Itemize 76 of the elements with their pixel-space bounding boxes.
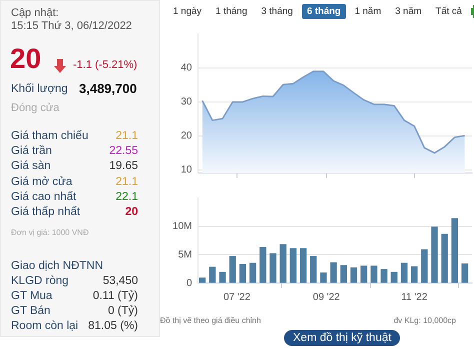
text: 22.55 [109,145,138,158]
text: Giá sàn [11,160,51,174]
text: 3 tháng [260,5,294,19]
text: -1.1 (-5.21%) [73,59,138,72]
text: 19.65 [109,160,138,174]
text: 20 [125,206,138,220]
bar [330,262,337,283]
text: Giá cao nhất [11,191,76,204]
bar [320,272,327,283]
text: Giá trần [11,145,52,158]
y-tick-label: 40 [180,62,192,74]
bar [380,269,388,283]
text: 0.11 (Tỷ) [92,290,138,304]
text: 3,489,700 [79,81,137,97]
text: GT Mua [11,290,52,304]
bar [370,266,378,283]
bar [290,248,297,283]
bar [451,218,458,283]
bar [198,278,206,283]
y-tick-label: 0 [186,278,192,289]
text: 1 ngày [172,5,203,19]
bar [340,265,347,283]
text: 3 năm [394,5,423,19]
text: 22.1 [116,191,138,204]
y-tick-label: 10 [180,164,192,176]
text: Đóng cửa [11,102,60,115]
text: Giá thấp nhất [11,206,80,220]
bar [400,262,408,283]
text: 0 (Tỷ) [108,305,138,318]
text: 21.1 [116,176,138,190]
bar [219,272,226,283]
text: Xem đồ thị kỹ thuật [284,330,400,346]
bar [229,256,236,283]
bar [249,262,256,283]
bar [300,248,307,283]
text: GT Bán [11,305,50,318]
text: Khối lượng [11,83,68,96]
text: 21.1 [116,130,138,144]
y-tick-label: 5M [178,249,192,260]
bar [431,226,438,283]
bar [260,246,266,283]
text: 1 tháng [214,5,248,19]
text: Giá tham chiếu [11,130,88,144]
x-tick-label: 11 '22 [401,292,428,303]
y-tick-label: 30 [180,96,192,108]
x-tick-label: 09 '22 [312,292,340,303]
bar [390,272,398,283]
y-tick-label: 20 [180,130,192,142]
bar [360,266,368,283]
text: Room còn lại [11,320,78,334]
text: Cập nhật: [11,7,59,20]
bar [270,253,276,283]
bar [441,234,448,283]
bar [280,244,286,283]
text: Tất cả [434,5,463,19]
text: Giá mở cửa [11,176,72,190]
bar [310,256,317,283]
bar [421,249,428,283]
bar [239,264,246,283]
text: Đơn vị giá: 1000 VNĐ [11,228,89,238]
text: Đồ thị vẽ theo giá điều chỉnh [160,316,261,325]
bar [350,267,358,283]
y-tick-label: 10M [172,221,192,232]
bar [209,266,216,283]
text: 1 năm [354,5,382,19]
text: KLGD ròng [11,275,69,288]
text: đv KLg: 10,000cp [394,316,456,325]
text: 6 tháng [302,4,346,19]
x-tick-label: 07 '22 [223,292,251,303]
text: 20 [10,43,42,76]
text: 53,450 [102,275,138,288]
bar [410,266,418,283]
text: Giao dịch NĐTNN [11,260,104,274]
text: 15:15 Thứ 3, 06/12/2022 [11,20,132,33]
text: 81.05 (%) [88,320,138,334]
bar [461,263,468,283]
